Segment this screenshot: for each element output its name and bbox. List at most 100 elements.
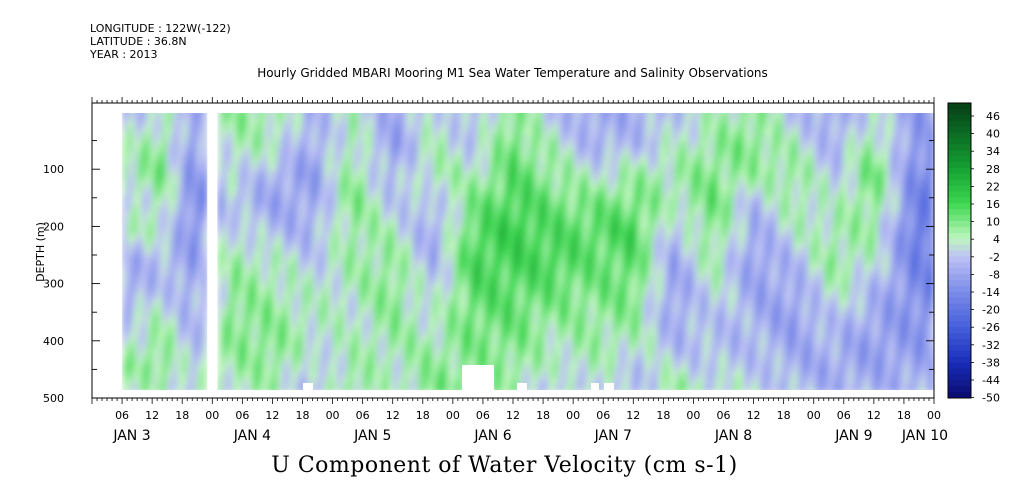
heatmap-cell <box>663 363 669 372</box>
heatmap-cell <box>437 120 444 129</box>
heatmap-cell <box>377 170 384 179</box>
heatmap-cell <box>653 127 659 136</box>
heatmap-cell <box>277 177 284 186</box>
heatmap-cell <box>272 220 279 229</box>
heatmap-cell <box>427 206 434 215</box>
heatmap-cell <box>467 184 474 193</box>
heatmap-cell <box>287 177 294 186</box>
heatmap-cell <box>457 377 464 386</box>
heatmap-cell <box>502 141 509 150</box>
heatmap-cell <box>563 334 569 343</box>
heatmap-cell <box>187 163 193 172</box>
heatmap-cell <box>618 227 624 236</box>
heatmap-cell <box>678 227 684 236</box>
heatmap-cell <box>172 234 178 243</box>
heatmap-cell <box>673 177 679 186</box>
heatmap-cell <box>678 284 684 293</box>
heatmap-cell <box>628 334 634 343</box>
heatmap-cell <box>352 370 359 379</box>
heatmap-cell <box>528 299 534 307</box>
heatmap-cell <box>322 291 329 300</box>
heatmap-cell <box>247 256 253 265</box>
heatmap-cell <box>447 313 454 322</box>
heatmap-cell <box>417 341 424 350</box>
heatmap-cell <box>753 227 760 236</box>
heatmap-cell <box>683 156 690 164</box>
heatmap-cell <box>192 177 198 186</box>
heatmap-cell <box>312 163 319 172</box>
heatmap-cell <box>513 363 519 372</box>
heatmap-cell <box>568 191 574 200</box>
heatmap-cell <box>262 349 269 358</box>
heatmap-cell <box>237 163 243 172</box>
heatmap-cell <box>197 299 203 307</box>
heatmap-cell <box>302 184 309 193</box>
heatmap-cell <box>262 170 269 179</box>
heatmap-cell <box>172 177 178 186</box>
heatmap-cell <box>147 249 153 257</box>
heatmap-cell <box>593 263 599 272</box>
heatmap-cell <box>202 234 208 243</box>
heatmap-cell <box>157 370 163 379</box>
heatmap-cell <box>718 284 725 293</box>
heatmap-cell <box>452 234 459 243</box>
heatmap-cell <box>628 141 634 150</box>
heatmap-cell <box>753 291 760 300</box>
heatmap-cell <box>387 134 394 143</box>
heatmap-cell <box>302 313 309 322</box>
heatmap-cell <box>452 113 459 122</box>
heatmap-cell <box>502 184 509 193</box>
heatmap-cell <box>633 234 639 243</box>
heatmap-cell <box>728 184 735 193</box>
heatmap-cell <box>172 156 178 164</box>
heatmap-cell <box>492 206 499 215</box>
heatmap-cell <box>487 113 494 122</box>
heatmap-cell <box>608 191 614 200</box>
heatmap-cell <box>593 127 599 136</box>
heatmap-cell <box>247 341 253 350</box>
heatmap-cell <box>377 363 384 372</box>
heatmap-cell <box>643 277 649 286</box>
heatmap-cell <box>122 270 128 279</box>
heatmap-cell <box>563 163 569 172</box>
heatmap-cell <box>638 327 644 336</box>
heatmap-cell <box>317 184 324 193</box>
heatmap-cell <box>753 270 760 279</box>
heatmap-cell <box>237 263 243 272</box>
heatmap-cell <box>693 127 700 136</box>
heatmap-cell <box>588 241 594 250</box>
heatmap-cell <box>347 141 354 150</box>
heatmap-cell <box>548 306 554 315</box>
heatmap-cell <box>638 191 644 200</box>
heatmap-cell <box>538 184 544 193</box>
heatmap-cell <box>132 299 138 307</box>
heatmap-cell <box>482 184 489 193</box>
heatmap-cell <box>352 249 359 257</box>
heatmap-cell <box>432 334 439 343</box>
heatmap-cell <box>487 163 494 172</box>
heatmap-cell <box>177 191 183 200</box>
heatmap-cell <box>738 384 745 393</box>
heatmap-cell <box>502 234 509 243</box>
heatmap-cell <box>628 227 634 236</box>
heatmap-cell <box>352 256 359 265</box>
heatmap-cell <box>277 341 284 350</box>
heatmap-cell <box>272 227 279 236</box>
heatmap-cell <box>282 177 289 186</box>
heatmap-cell <box>272 291 279 300</box>
heatmap-cell <box>708 327 715 336</box>
heatmap-cell <box>578 177 584 186</box>
heatmap-cell <box>638 198 644 207</box>
heatmap-cell <box>457 370 464 379</box>
heatmap-cell <box>232 284 238 293</box>
heatmap-cell <box>723 270 730 279</box>
heatmap-cell <box>122 299 128 307</box>
heatmap-cell <box>422 127 429 136</box>
heatmap-cell <box>367 334 374 343</box>
heatmap-cell <box>638 334 644 343</box>
heatmap-cell <box>528 306 534 315</box>
heatmap-cell <box>563 249 569 257</box>
heatmap-cell <box>352 127 359 136</box>
heatmap-cell <box>292 284 299 293</box>
heatmap-cell <box>578 148 584 157</box>
